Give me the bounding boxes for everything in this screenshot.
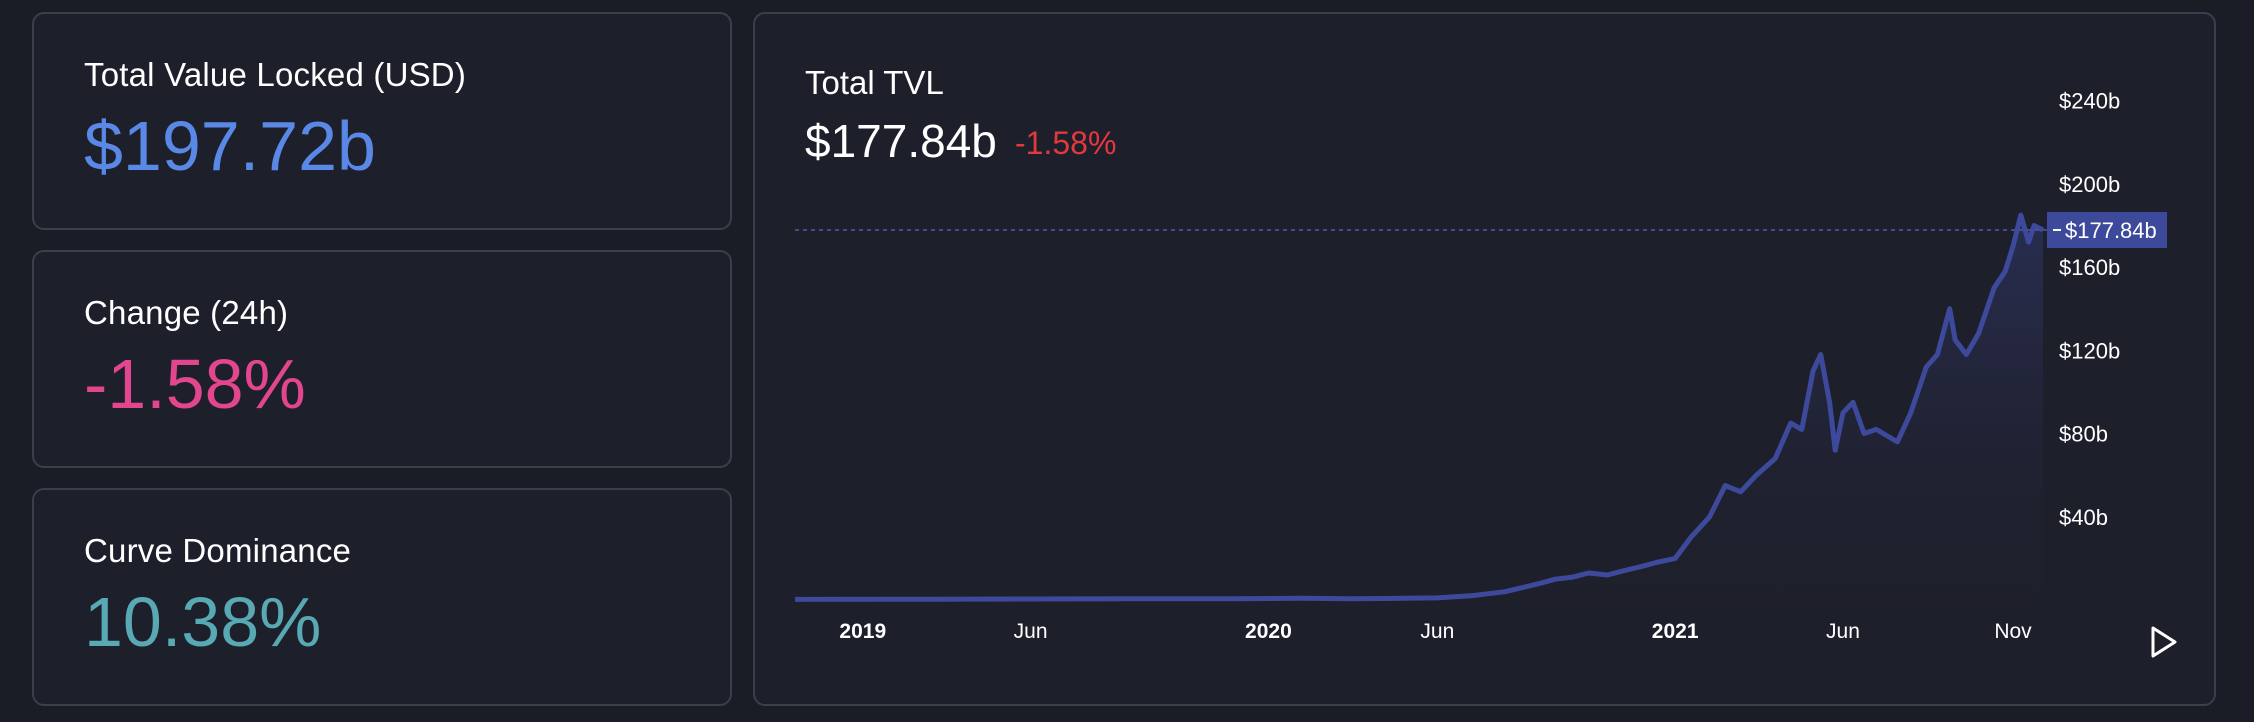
chart-reference-layer: $177.84b — [795, 211, 2167, 248]
x-tick-label: 2020 — [1245, 620, 1292, 643]
current-value-label: $177.84b — [2065, 218, 2157, 243]
change-card: Change (24h) -1.58% — [32, 250, 732, 468]
y-tick-label: $200b — [2059, 172, 2120, 197]
current-value-badge — [2047, 211, 2167, 248]
tvl-chart[interactable]: $177.84b 2019 Jun 2020 Jun 2021 Jun Nov $40b $8… — [755, 14, 2218, 708]
y-tick-label: $40b — [2059, 505, 2108, 530]
chart-area-layer — [795, 215, 2043, 600]
x-tick-label: Jun — [1420, 620, 1454, 643]
tvl-value: $197.72b — [84, 107, 376, 185]
tvl-card: Total Value Locked (USD) $197.72b — [32, 12, 732, 230]
y-tick-label: $240b — [2059, 89, 2120, 114]
y-tick-label: $160b — [2059, 255, 2120, 280]
dominance-label: Curve Dominance — [84, 532, 352, 569]
chart-title: Total TVL — [805, 64, 944, 101]
change-value: -1.58% — [84, 345, 306, 423]
tvl-label: Total Value Locked (USD) — [84, 56, 467, 93]
y-tick-label: $120b — [2059, 338, 2120, 363]
y-axis: $40b $80b $120b $160b $200b $240b — [2059, 89, 2120, 530]
x-tick-label: 2019 — [839, 620, 886, 643]
chart-change: -1.58% — [1015, 125, 1117, 161]
play-icon — [2151, 626, 2177, 658]
x-tick-label: Jun — [1826, 620, 1860, 643]
x-axis: 2019 Jun 2020 Jun 2021 Jun Nov — [839, 620, 2032, 643]
change-label: Change (24h) — [84, 294, 289, 331]
dominance-card: Curve Dominance 10.38% — [32, 488, 732, 706]
dominance-value: 10.38% — [84, 583, 322, 661]
tvl-area — [795, 215, 2043, 600]
tvl-series-line — [794, 212, 2045, 602]
tvl-chart-card: Total TVL $177.84b -1.58% $177.84b 2019 J… — [753, 12, 2216, 706]
x-tick-label: Nov — [1994, 620, 2032, 643]
x-tick-label: Jun — [1014, 620, 1048, 643]
y-tick-label: $80b — [2059, 422, 2108, 447]
play-button[interactable] — [2143, 622, 2183, 662]
x-tick-label: 2021 — [1652, 620, 1699, 643]
chart-line-layer — [794, 212, 2045, 602]
chart-current-value: $177.84b — [805, 115, 997, 167]
